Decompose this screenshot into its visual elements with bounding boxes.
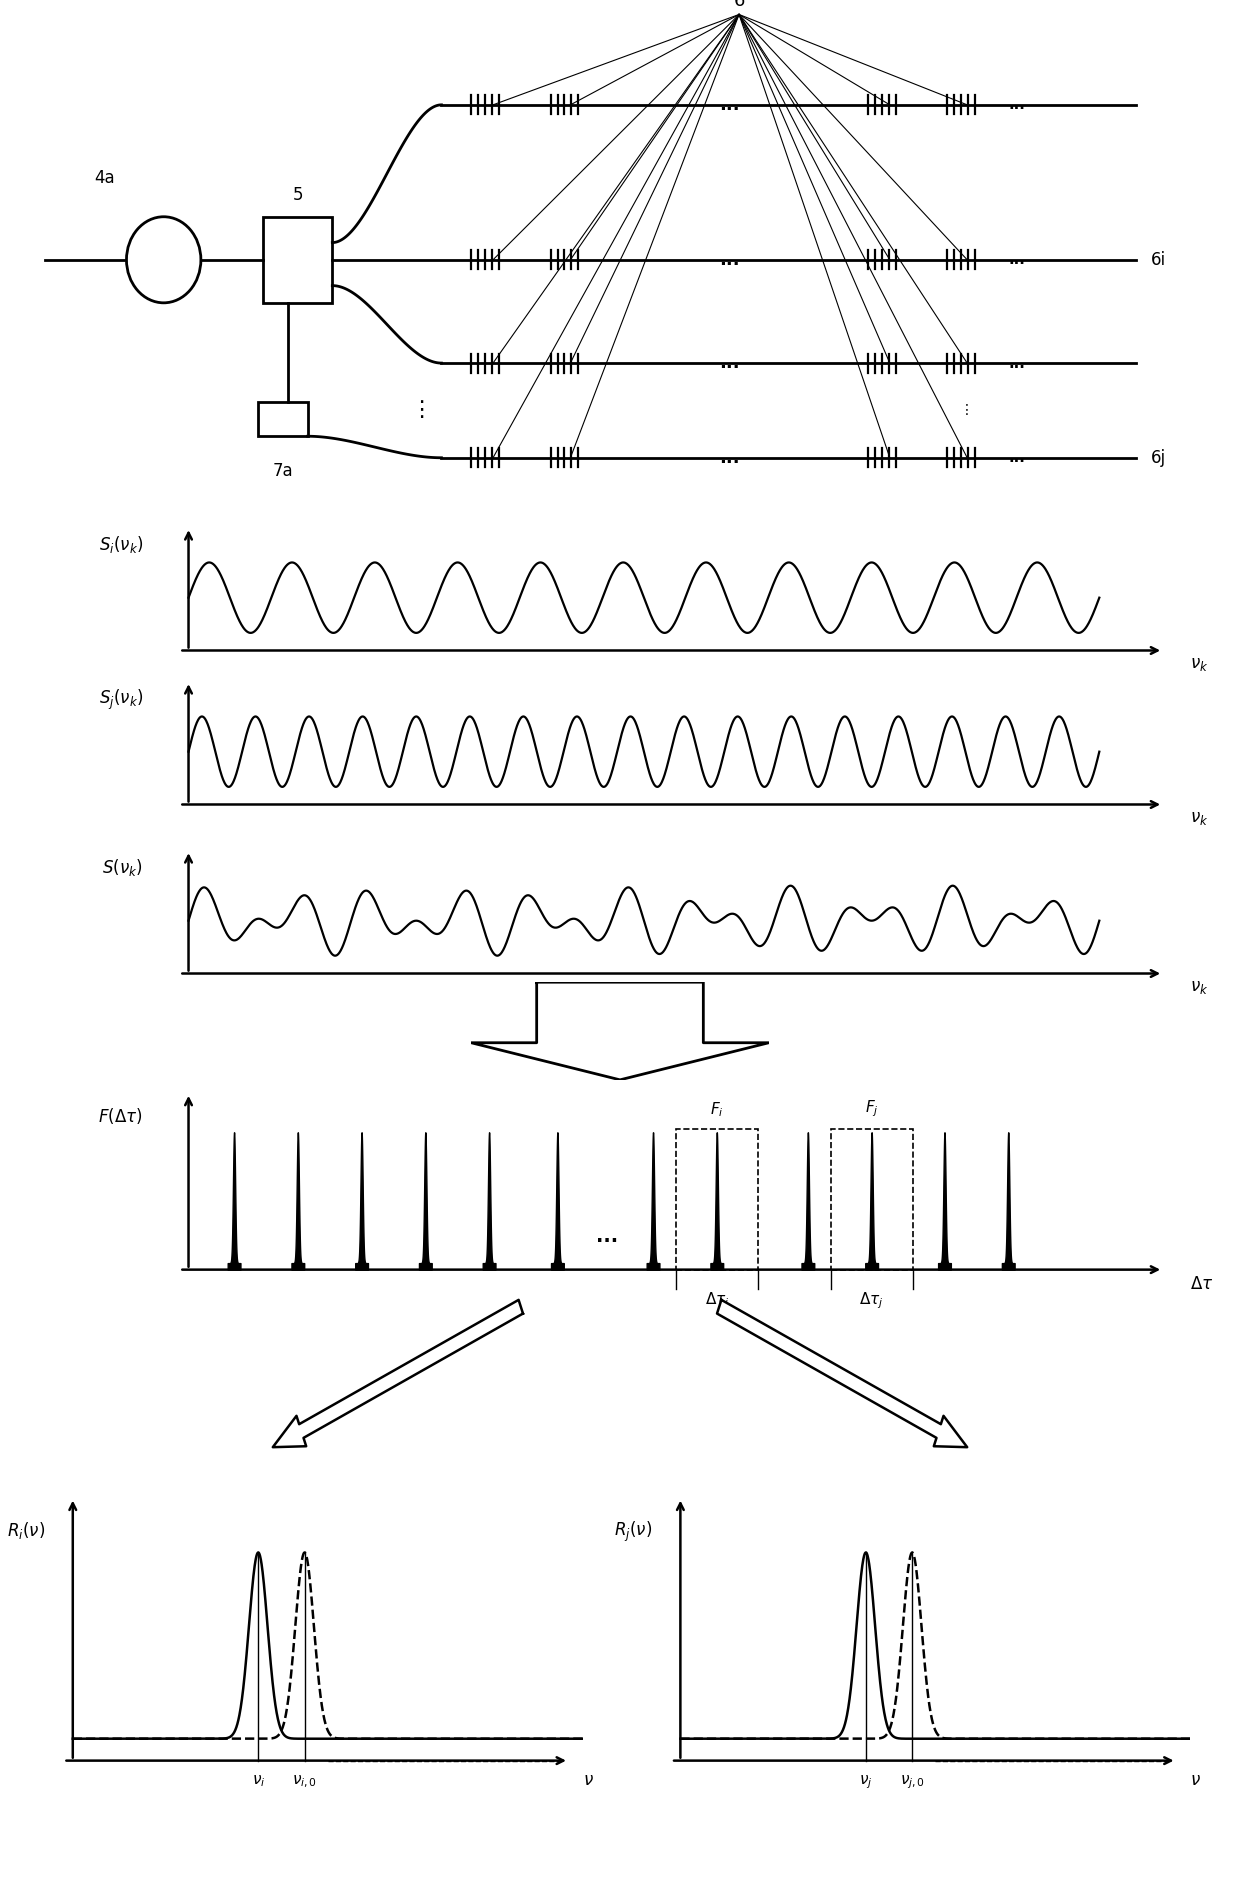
Text: $\Delta\tau$: $\Delta\tau$ — [1190, 1277, 1214, 1294]
Bar — [258, 402, 308, 436]
Text: $\nu_k$: $\nu_k$ — [1190, 978, 1209, 995]
Text: 4a: 4a — [94, 169, 114, 186]
Text: $\nu_{i,0}$: $\nu_{i,0}$ — [293, 1773, 317, 1790]
Text: $\nu_i$: $\nu_i$ — [252, 1773, 265, 1790]
Text: 6i: 6i — [1151, 252, 1166, 269]
Text: $F_i$: $F_i$ — [711, 1101, 724, 1119]
Text: ...: ... — [1008, 98, 1025, 113]
Text: ...: ... — [1008, 355, 1025, 370]
Text: 5: 5 — [293, 186, 303, 205]
Text: $\nu_j$: $\nu_j$ — [859, 1773, 873, 1792]
Text: ...: ... — [1008, 451, 1025, 466]
Text: ...: ... — [596, 1228, 619, 1247]
Text: $\Delta\tau_i$: $\Delta\tau_i$ — [704, 1290, 729, 1309]
Bar — [831, 1129, 913, 1270]
Text: 7a: 7a — [273, 462, 293, 481]
Text: ...: ... — [719, 449, 739, 468]
Polygon shape — [717, 1300, 967, 1448]
Bar — [263, 216, 332, 302]
Polygon shape — [471, 982, 769, 1080]
Text: ⋮: ⋮ — [960, 404, 975, 417]
Text: $\nu_k$: $\nu_k$ — [1190, 655, 1209, 672]
Text: 6: 6 — [733, 0, 745, 9]
Text: $\nu_{j,0}$: $\nu_{j,0}$ — [900, 1773, 925, 1792]
Text: $\Delta\tau_j$: $\Delta\tau_j$ — [859, 1290, 884, 1311]
Text: $S(\nu_k)$: $S(\nu_k)$ — [103, 856, 143, 879]
Text: 6j: 6j — [1151, 449, 1166, 468]
Text: $S_i(\nu_k)$: $S_i(\nu_k)$ — [99, 533, 143, 556]
Text: $\nu$: $\nu$ — [1190, 1771, 1202, 1788]
Text: $R_j(\nu)$: $R_j(\nu)$ — [615, 1519, 652, 1544]
Text: ...: ... — [719, 355, 739, 372]
Text: $F(\Delta\tau)$: $F(\Delta\tau)$ — [98, 1106, 143, 1127]
Polygon shape — [273, 1300, 523, 1448]
Bar — [676, 1129, 758, 1270]
Text: ⋮: ⋮ — [410, 400, 433, 421]
Text: $F_j$: $F_j$ — [864, 1099, 878, 1119]
Text: $\nu$: $\nu$ — [583, 1771, 594, 1788]
Text: $R_i(\nu)$: $R_i(\nu)$ — [7, 1519, 45, 1540]
Text: ...: ... — [1008, 252, 1025, 267]
Text: $S_j(\nu_k)$: $S_j(\nu_k)$ — [99, 689, 143, 712]
Text: ...: ... — [719, 96, 739, 115]
Text: ...: ... — [719, 252, 739, 269]
Text: $\nu_k$: $\nu_k$ — [1190, 809, 1209, 826]
